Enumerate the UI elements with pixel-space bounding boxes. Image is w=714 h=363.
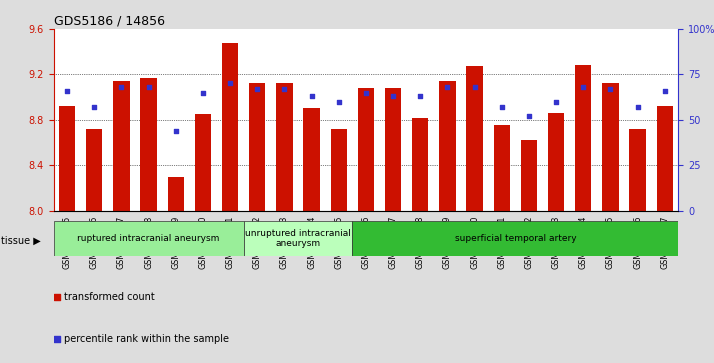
Bar <box>439 81 456 211</box>
Bar <box>243 221 352 256</box>
Point <box>197 90 208 95</box>
Point <box>278 86 290 92</box>
Bar <box>86 129 102 211</box>
Text: transformed count: transformed count <box>64 293 155 302</box>
Point <box>333 99 344 105</box>
Bar <box>466 66 483 211</box>
Point <box>659 88 670 94</box>
Point <box>550 99 562 105</box>
Point <box>61 88 73 94</box>
Bar <box>276 83 293 211</box>
Bar <box>59 106 75 211</box>
Point <box>605 86 616 92</box>
Bar <box>352 221 678 256</box>
Bar <box>195 114 211 211</box>
Text: percentile rank within the sample: percentile rank within the sample <box>64 334 229 344</box>
Point <box>415 93 426 99</box>
Bar <box>493 126 510 211</box>
Point <box>632 104 643 110</box>
Point <box>224 81 236 86</box>
Bar <box>602 83 618 211</box>
Text: superficial temporal artery: superficial temporal artery <box>455 234 576 243</box>
Point <box>442 84 453 90</box>
Bar <box>575 65 591 211</box>
Bar <box>358 88 374 211</box>
Bar <box>331 129 347 211</box>
Bar <box>303 109 320 211</box>
Point <box>306 93 317 99</box>
Point <box>578 84 589 90</box>
Point <box>361 90 372 95</box>
Text: GDS5186 / 14856: GDS5186 / 14856 <box>54 15 164 28</box>
Text: ruptured intracranial aneurysm: ruptured intracranial aneurysm <box>77 234 220 243</box>
Point <box>251 86 263 92</box>
Point <box>469 84 481 90</box>
Point <box>496 104 508 110</box>
Point <box>116 84 127 90</box>
Bar <box>385 88 401 211</box>
Point <box>51 337 63 342</box>
Bar <box>54 221 243 256</box>
Bar <box>222 42 238 211</box>
Point <box>89 104 100 110</box>
Bar <box>521 140 537 211</box>
Bar <box>630 129 645 211</box>
Bar <box>249 83 266 211</box>
Point <box>143 84 154 90</box>
Point <box>523 113 535 119</box>
Bar <box>168 176 184 211</box>
Bar <box>657 106 673 211</box>
Bar <box>114 81 130 211</box>
Bar <box>412 118 428 211</box>
Bar <box>548 113 564 211</box>
Text: unruptured intracranial
aneurysm: unruptured intracranial aneurysm <box>245 229 351 248</box>
Point <box>388 93 399 99</box>
Point <box>51 294 63 300</box>
Point <box>170 128 181 134</box>
Bar <box>141 78 157 211</box>
Text: tissue ▶: tissue ▶ <box>1 235 41 245</box>
